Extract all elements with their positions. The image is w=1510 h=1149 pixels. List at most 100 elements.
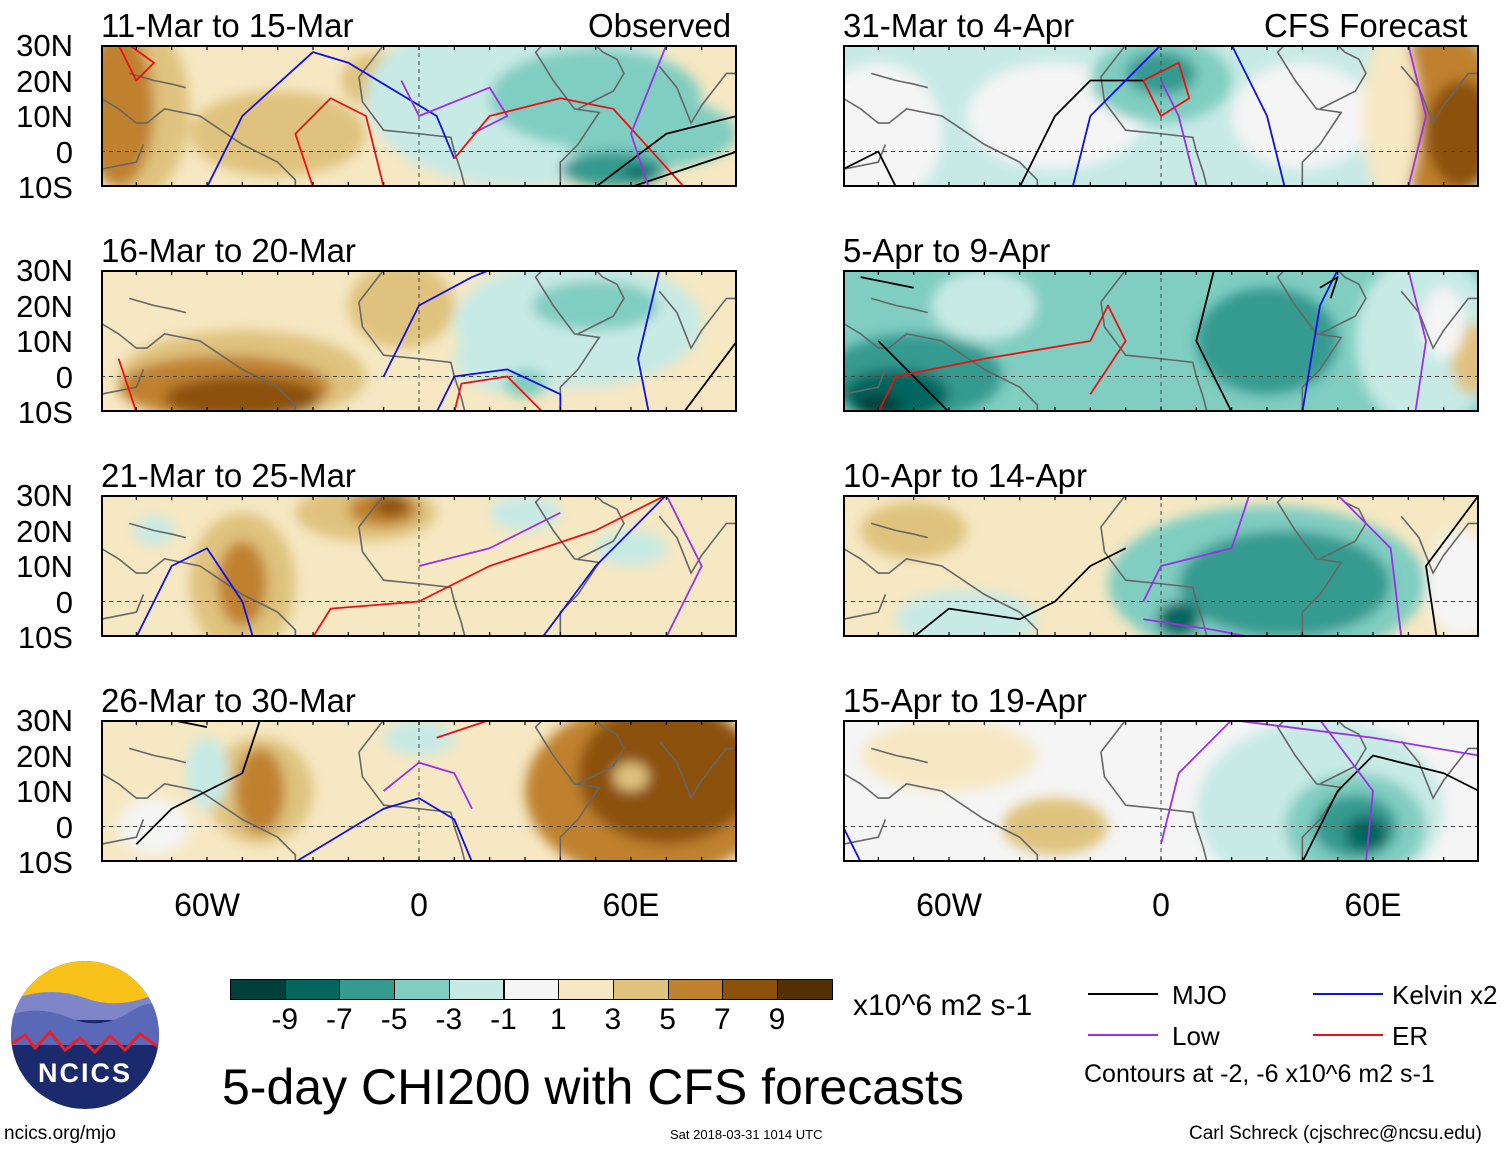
lat-tick-label: 20N	[16, 63, 73, 99]
coastline	[1319, 270, 1367, 335]
mjo-contour	[1195, 270, 1233, 412]
coastline	[358, 270, 419, 303]
anomaly-region	[931, 270, 1038, 341]
anomaly-region	[1157, 601, 1200, 637]
anomaly-region	[1196, 287, 1338, 395]
map-panel-right-1	[843, 45, 1479, 187]
lat-tick-label: 10N	[16, 99, 73, 134]
footer-url[interactable]: ncics.org/mjo	[4, 1123, 116, 1144]
coastline	[843, 772, 1039, 862]
ncics-logo: NCICS	[10, 960, 160, 1110]
anomaly-region	[860, 720, 1038, 791]
map-panel-left-4	[101, 720, 737, 862]
anomaly-region	[1422, 287, 1465, 359]
low-contour	[1160, 720, 1479, 845]
lat-tick-label: 30N	[16, 703, 73, 738]
legend-mjo-line	[1088, 993, 1158, 995]
coastline	[1276, 45, 1343, 187]
kelvin-contour	[294, 797, 473, 862]
map-panel-left-2	[101, 270, 737, 412]
mjo-contour	[860, 276, 914, 289]
lon-tick-label: 60E	[1344, 887, 1402, 923]
kelvin-contour	[135, 547, 254, 637]
map-field	[843, 45, 1479, 187]
map-field	[101, 720, 737, 862]
kelvin-contour	[382, 270, 491, 377]
panel-title: 11-Mar to 15-Mar	[101, 7, 354, 44]
panel-title: 31-Mar to 4-Apr	[843, 7, 1075, 44]
anomaly-region	[1426, 80, 1479, 187]
coastline	[871, 72, 928, 89]
legend-er-label: ER	[1392, 1021, 1429, 1051]
colorbar-swatch	[667, 979, 724, 1000]
coastline	[843, 819, 887, 846]
low-contour	[1407, 45, 1427, 187]
lat-tick-label: 20N	[16, 738, 73, 774]
coastline	[577, 495, 625, 560]
colorbar-swatch	[558, 979, 614, 1000]
lat-tick-label: 20N	[16, 513, 73, 549]
coastline	[1100, 76, 1208, 187]
coastline	[843, 547, 1039, 637]
contour-note: Contours at -2, -6 x10^6 m2 s-1	[1084, 1060, 1435, 1088]
mjo-contour	[630, 150, 737, 187]
coastline	[101, 594, 145, 621]
coastline	[1100, 301, 1208, 412]
colorbar-label: 1	[549, 1003, 567, 1036]
lat-tick-label: 10N	[16, 324, 73, 359]
anomaly-region	[853, 394, 904, 412]
logo-text: NCICS	[37, 1058, 132, 1088]
footer-timestamp: Sat 2018-03-31 1014 UTC	[670, 1127, 823, 1142]
map-mark	[843, 270, 1479, 412]
legend-kelvin-line	[1313, 993, 1383, 995]
anomaly-region	[164, 376, 320, 412]
anomaly-region	[560, 98, 737, 170]
coastline	[843, 594, 887, 621]
low-contour	[630, 45, 668, 187]
coastline	[358, 720, 419, 753]
coastline	[658, 290, 737, 350]
coastline	[129, 297, 186, 314]
anomaly-region	[623, 165, 653, 180]
coastline	[1100, 720, 1161, 753]
lat-tick-label: 0	[55, 134, 73, 170]
lat-tick-label: 30N	[16, 478, 73, 513]
colorbar-label: -7	[326, 1003, 353, 1036]
lat-tick-label: 10S	[17, 170, 73, 205]
er-contour	[877, 304, 1127, 412]
legend-mjo-label: MJO	[1172, 980, 1227, 1010]
anomaly-region	[235, 748, 285, 834]
lat-tick-label: 0	[55, 584, 73, 620]
low-contour	[1142, 495, 1251, 602]
legend-er-line	[1313, 1034, 1383, 1036]
low-contour	[1160, 80, 1198, 187]
footer-credit: Carl Schreck (cjschrec@ncsu.edu)	[1189, 1123, 1482, 1144]
low-contour	[1143, 618, 1250, 637]
coastline	[843, 144, 887, 171]
low-contour	[1407, 270, 1427, 412]
anomaly-region	[532, 280, 660, 331]
lat-tick-label: 10N	[16, 774, 73, 809]
anomaly-region	[1178, 530, 1391, 637]
colorbar-label: 9	[768, 1003, 786, 1036]
colorbar-label: -5	[380, 1003, 408, 1036]
coastline	[577, 45, 625, 110]
mjo-contour	[1319, 276, 1339, 299]
anomaly-region	[1231, 62, 1373, 170]
coastline	[534, 45, 601, 187]
map-field	[843, 495, 1479, 637]
low-contour	[665, 495, 703, 637]
coastline	[871, 297, 928, 314]
coastline	[658, 65, 737, 125]
coastline	[101, 772, 297, 862]
coastline	[129, 747, 186, 764]
coastline	[101, 144, 145, 171]
lon-tick-label: 60W	[916, 887, 982, 923]
lat-tick-label: 10S	[17, 395, 73, 430]
mjo-contour	[683, 340, 737, 412]
coastline	[1400, 290, 1479, 350]
coastline	[577, 270, 625, 335]
anomaly-region	[189, 91, 366, 177]
lat-tick-label: 10S	[17, 845, 73, 880]
mjo-contour	[1425, 495, 1479, 637]
